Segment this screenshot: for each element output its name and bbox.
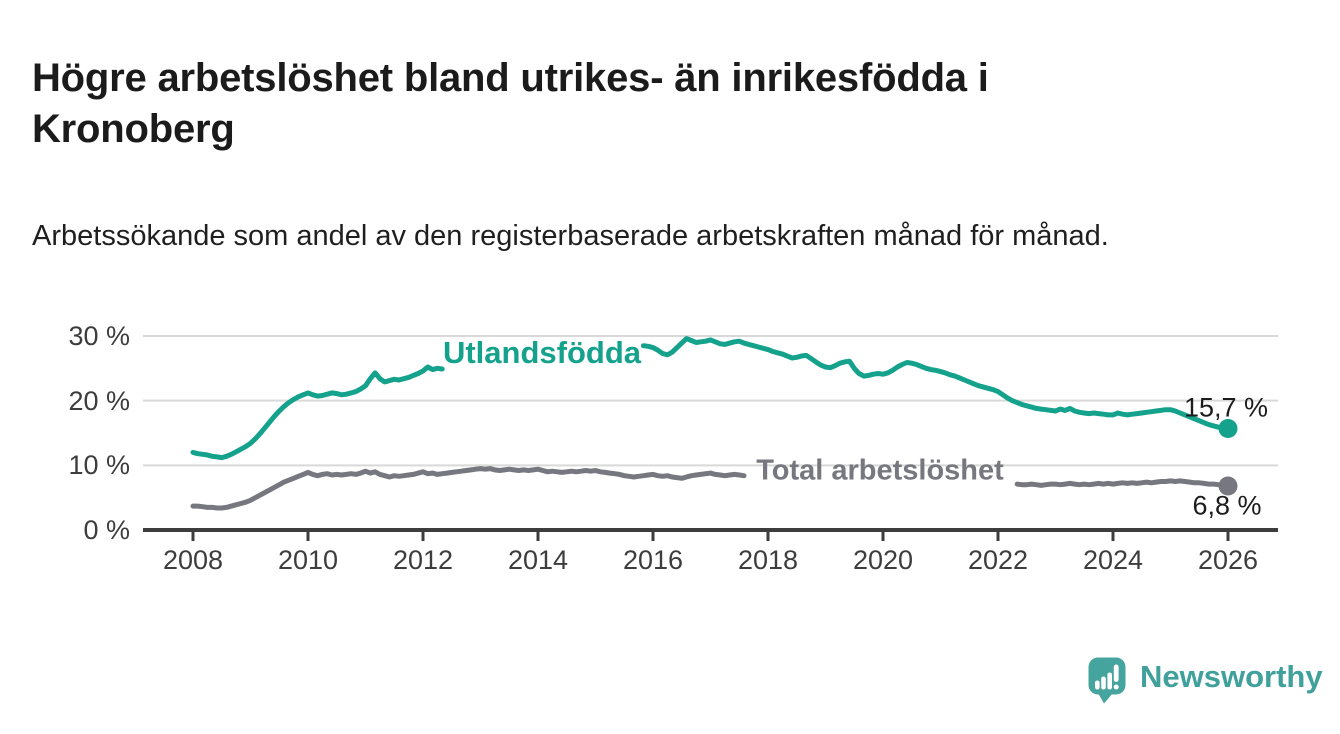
y-axis-tick-label: 0 %	[83, 515, 130, 545]
series-label-total-arbetsloshet: Total arbetslöshet	[756, 454, 1004, 487]
x-axis-tick-label: 2026	[1197, 545, 1259, 575]
x-axis-tick-label: 2014	[507, 545, 569, 575]
y-axis-tick-label: 20 %	[68, 385, 130, 416]
x-axis-tick-label: 2024	[1082, 545, 1144, 575]
series-end-dot-total	[1218, 476, 1238, 496]
x-axis-tick-label: 2022	[967, 545, 1029, 575]
end-value-label-utlandsfodda: 15,7 %	[1183, 392, 1269, 423]
x-axis-tick-label: 2008	[162, 545, 224, 575]
x-axis-tick-label: 2018	[737, 545, 799, 575]
chart-subtitle: Arbetssökande som andel av den registerb…	[32, 220, 1109, 252]
series-end-dot-utlandsfodda	[1218, 419, 1238, 438]
x-axis-tick-label: 2020	[852, 545, 914, 575]
series-label-utlandsfodda: Utlandsfödda	[442, 335, 642, 370]
y-axis-tick-label: 10 %	[68, 450, 130, 481]
x-axis-tick-label: 2012	[392, 545, 454, 575]
y-axis-tick-label: 30 %	[68, 320, 130, 351]
newsworthy-logo: Newsworthy	[1088, 657, 1323, 704]
series-line-total	[190, 466, 747, 511]
series-line-total	[1014, 478, 1231, 489]
series-line-utlandsfodda	[190, 364, 445, 461]
page-title: Högre arbetslöshet bland utrikes- än inr…	[32, 55, 989, 151]
newsworthy-logo-text: Newsworthy	[1140, 659, 1323, 694]
x-axis-tick-label: 2016	[622, 545, 684, 575]
newsworthy-logo-icon	[1088, 657, 1126, 704]
end-value-label-total: 6,8 %	[1192, 490, 1262, 521]
series-line-utlandsfodda	[640, 336, 1231, 431]
x-axis-tick-label: 2010	[277, 545, 339, 575]
